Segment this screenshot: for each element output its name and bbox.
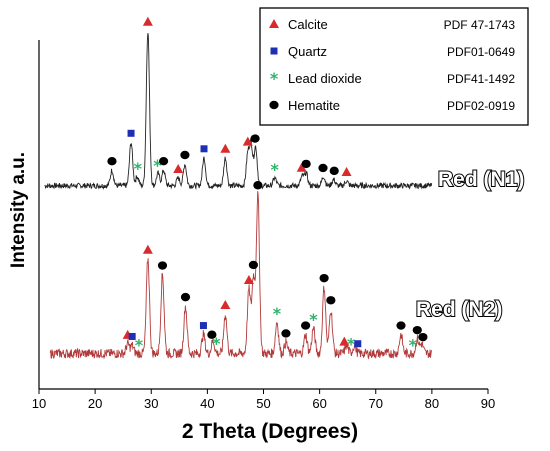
- series-line-2: [49, 191, 433, 360]
- legend-symbol-circle: [269, 100, 279, 110]
- phase-marker-asterisk: *: [134, 159, 143, 178]
- phase-marker-circle: [107, 157, 117, 166]
- phase-marker-circle: [301, 159, 311, 169]
- phase-marker-asterisk: *: [153, 156, 162, 175]
- phase-marker-circle: [248, 260, 258, 270]
- phase-marker-triangle: [142, 244, 153, 254]
- phase-marker-circle: [396, 321, 406, 330]
- phase-marker-asterisk: *: [273, 304, 282, 323]
- phase-marker-asterisk: *: [212, 334, 221, 353]
- phase-marker-triangle: [296, 162, 307, 172]
- phase-marker-circle: [253, 181, 263, 190]
- phase-marker-square: [354, 340, 362, 348]
- sample-label-n2: Red (N2): [416, 298, 502, 321]
- series-line-1: [44, 33, 433, 191]
- phase-marker-triangle: [242, 136, 253, 146]
- legend-label: Quartz: [288, 44, 327, 59]
- phase-marker-circle: [207, 330, 217, 339]
- sample-label-n1: Red (N1): [438, 168, 524, 191]
- phase-marker-circle: [318, 163, 328, 173]
- phase-marker-asterisk: *: [135, 336, 144, 355]
- x-tick-label: 20: [88, 396, 102, 411]
- phase-marker-circle: [158, 156, 169, 166]
- phase-marker-square: [128, 332, 136, 340]
- x-tick-label: 30: [144, 396, 158, 411]
- x-tick-label: 90: [481, 396, 495, 411]
- x-tick-label: 70: [369, 396, 383, 411]
- x-tick-label: 60: [312, 396, 326, 411]
- x-tick-label: 40: [200, 396, 214, 411]
- phase-marker-triangle: [341, 167, 352, 177]
- legend-pdf: PDF41-1492: [447, 72, 515, 86]
- phase-marker-triangle: [173, 163, 184, 173]
- phase-marker-circle: [300, 321, 311, 330]
- phase-marker-circle: [329, 166, 339, 176]
- phase-marker-asterisk: *: [271, 160, 280, 179]
- phase-markers: * * * * * * * * *: [107, 16, 428, 355]
- phase-marker-square: [199, 322, 207, 330]
- legend-pdf: PDF 47-1743: [444, 18, 516, 32]
- legend-symbol-triangle: [269, 19, 279, 28]
- phase-marker-circle: [412, 325, 422, 335]
- traces: [44, 33, 433, 360]
- phase-marker-circle: [180, 150, 190, 160]
- x-axis-title: 2 Theta (Degrees): [182, 420, 358, 443]
- legend-label: Calcite: [288, 17, 328, 32]
- phase-marker-circle: [319, 273, 329, 283]
- phase-marker-triangle: [220, 143, 231, 153]
- phase-marker-triangle: [220, 300, 231, 310]
- phase-marker-circle: [418, 332, 428, 342]
- legend: Calcite PDF 47-1743 Quartz PDF01-0649 * Lead …: [259, 7, 529, 126]
- phase-marker-circle: [326, 296, 336, 305]
- phase-marker-asterisk: *: [409, 335, 418, 354]
- phase-marker-circle: [157, 261, 168, 270]
- x-tick-label: 80: [425, 396, 439, 411]
- phase-marker-square: [127, 129, 135, 137]
- x-tick-label: 50: [256, 396, 270, 411]
- phase-marker-square: [200, 145, 208, 153]
- legend-symbol-asterisk: *: [270, 69, 279, 88]
- phase-marker-circle: [180, 292, 191, 302]
- phase-marker-triangle: [142, 16, 153, 26]
- legend-label: Lead dioxide: [288, 71, 362, 86]
- legend-pdf: PDF01-0649: [447, 45, 515, 59]
- x-tick-label: 10: [32, 396, 46, 411]
- y-axis-title: Intensity a.u.: [8, 152, 29, 268]
- phase-marker-triangle: [339, 336, 350, 346]
- phase-marker-circle: [281, 329, 291, 338]
- phase-marker-asterisk: *: [309, 310, 318, 329]
- phase-marker-triangle: [243, 275, 254, 285]
- x-ticks: 10 20 30 40 50 60 70 80 90: [32, 389, 495, 411]
- legend-box: [259, 7, 529, 126]
- axes: 10 20 30 40 50 60 70 80 90: [32, 40, 495, 411]
- phase-marker-circle: [250, 134, 260, 143]
- phase-marker-asterisk: *: [347, 335, 356, 354]
- legend-symbol-square: [270, 47, 278, 55]
- legend-label: Hematite: [288, 98, 340, 113]
- legend-pdf: PDF02-0919: [447, 99, 515, 113]
